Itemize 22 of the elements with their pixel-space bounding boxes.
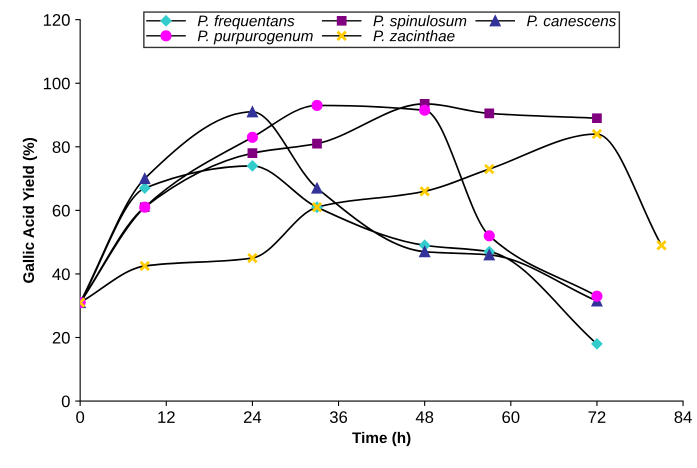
x-tick-label: 0 xyxy=(76,411,84,424)
y-tick-label: 60 xyxy=(52,204,70,217)
y-tick-label: 80 xyxy=(52,141,70,153)
x-tick-label: 84 xyxy=(674,411,692,424)
x-tick-label: 12 xyxy=(158,411,175,423)
legend-label: P. zacinthae xyxy=(373,30,455,42)
y-tick-label: 20 xyxy=(52,332,70,344)
x-axis-title: Time (h) xyxy=(352,432,410,446)
y-axis-title: Gallic Acid Yield (%) xyxy=(22,138,38,283)
legend-label: P. canescens xyxy=(527,16,616,26)
x-tick-label: 72 xyxy=(588,411,606,423)
x-tick-label: 24 xyxy=(244,411,262,423)
legend-label: P. purpurogenum xyxy=(198,30,313,44)
y-tick-label: 40 xyxy=(52,268,70,280)
x-tick-label: 48 xyxy=(416,411,434,424)
y-tick-label: 100 xyxy=(44,78,70,90)
x-tick-label: 36 xyxy=(330,411,348,424)
legend-label: P. frequentans xyxy=(198,15,294,30)
y-tick-label: 0 xyxy=(62,395,70,408)
x-tick-label: 60 xyxy=(502,411,520,424)
legend-label: P. spinulosum xyxy=(373,15,466,30)
y-tick-label: 120 xyxy=(44,14,70,26)
